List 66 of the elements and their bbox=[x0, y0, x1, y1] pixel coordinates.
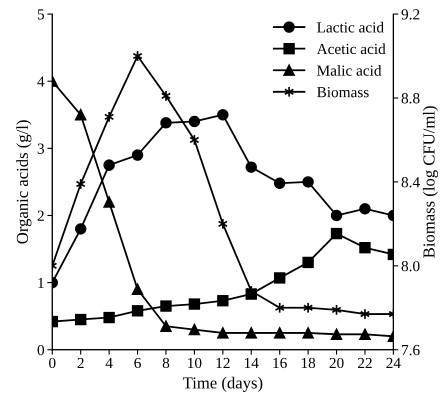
point bbox=[103, 159, 115, 171]
point bbox=[274, 327, 286, 339]
x-tick-label: 8 bbox=[162, 358, 170, 368]
point bbox=[103, 196, 115, 208]
point bbox=[160, 300, 172, 312]
point bbox=[274, 178, 286, 189]
point bbox=[160, 320, 172, 332]
point bbox=[330, 228, 342, 240]
legend-label: Acetic acid bbox=[316, 43, 386, 54]
point bbox=[330, 328, 342, 340]
point bbox=[75, 109, 86, 120]
y2-tick-label: 9.2 bbox=[402, 9, 420, 20]
x-tick-label: 10 bbox=[188, 358, 202, 368]
y-tick-label: 4 bbox=[37, 76, 44, 87]
point bbox=[188, 116, 200, 128]
point bbox=[132, 305, 144, 316]
point bbox=[160, 90, 172, 102]
point bbox=[360, 308, 370, 320]
point bbox=[274, 272, 286, 284]
point bbox=[359, 242, 371, 254]
point bbox=[302, 176, 314, 188]
y-tick-label: 5 bbox=[38, 9, 44, 20]
point bbox=[246, 161, 257, 173]
point bbox=[132, 50, 143, 62]
x-tick-label: 2 bbox=[78, 358, 84, 368]
y-tick-label: 2 bbox=[38, 210, 44, 221]
point bbox=[217, 109, 229, 120]
point bbox=[160, 117, 172, 129]
legend-label: Lactic acid bbox=[317, 22, 384, 33]
x-tick-label: 20 bbox=[330, 358, 344, 368]
y-tick-label: 3 bbox=[38, 144, 44, 154]
x-tick-label: 0 bbox=[49, 358, 56, 368]
point bbox=[188, 324, 200, 336]
x-tick-label: 18 bbox=[302, 358, 316, 368]
legend-label: Biomass bbox=[317, 87, 369, 98]
y-axis-title: Organic acids (g/l) bbox=[16, 120, 32, 244]
x-tick-label: 22 bbox=[358, 358, 372, 368]
y2-tick-label: 8.4 bbox=[402, 177, 420, 188]
point bbox=[359, 328, 371, 340]
y2-tick-label: 8.8 bbox=[402, 93, 420, 104]
point bbox=[246, 327, 257, 339]
point bbox=[217, 295, 229, 306]
y2-axis-title: Biomass (log CFU/ml) bbox=[422, 106, 438, 258]
point bbox=[132, 284, 144, 296]
y-tick-label: 1 bbox=[38, 278, 44, 288]
x-tick-label: 14 bbox=[244, 358, 259, 368]
point bbox=[132, 149, 144, 161]
point bbox=[103, 312, 115, 324]
point bbox=[75, 223, 86, 235]
x-tick-label: 24 bbox=[386, 358, 401, 368]
x-tick-label: 12 bbox=[216, 358, 230, 368]
point bbox=[302, 256, 314, 268]
x-axis-title: Time (days) bbox=[182, 376, 262, 392]
point bbox=[302, 327, 314, 339]
point bbox=[217, 327, 229, 339]
y-tick-label: 0 bbox=[38, 344, 44, 356]
y2-tick-label: 7.6 bbox=[402, 344, 420, 356]
point bbox=[75, 314, 86, 326]
y2-tick-label: 8.0 bbox=[402, 260, 420, 272]
point bbox=[359, 203, 371, 214]
x-tick-label: 16 bbox=[273, 358, 287, 368]
point bbox=[188, 298, 200, 310]
legend-label: Malic acid bbox=[317, 64, 382, 76]
x-tick-label: 6 bbox=[134, 358, 141, 368]
x-tick-label: 4 bbox=[106, 358, 113, 368]
point bbox=[330, 210, 342, 222]
